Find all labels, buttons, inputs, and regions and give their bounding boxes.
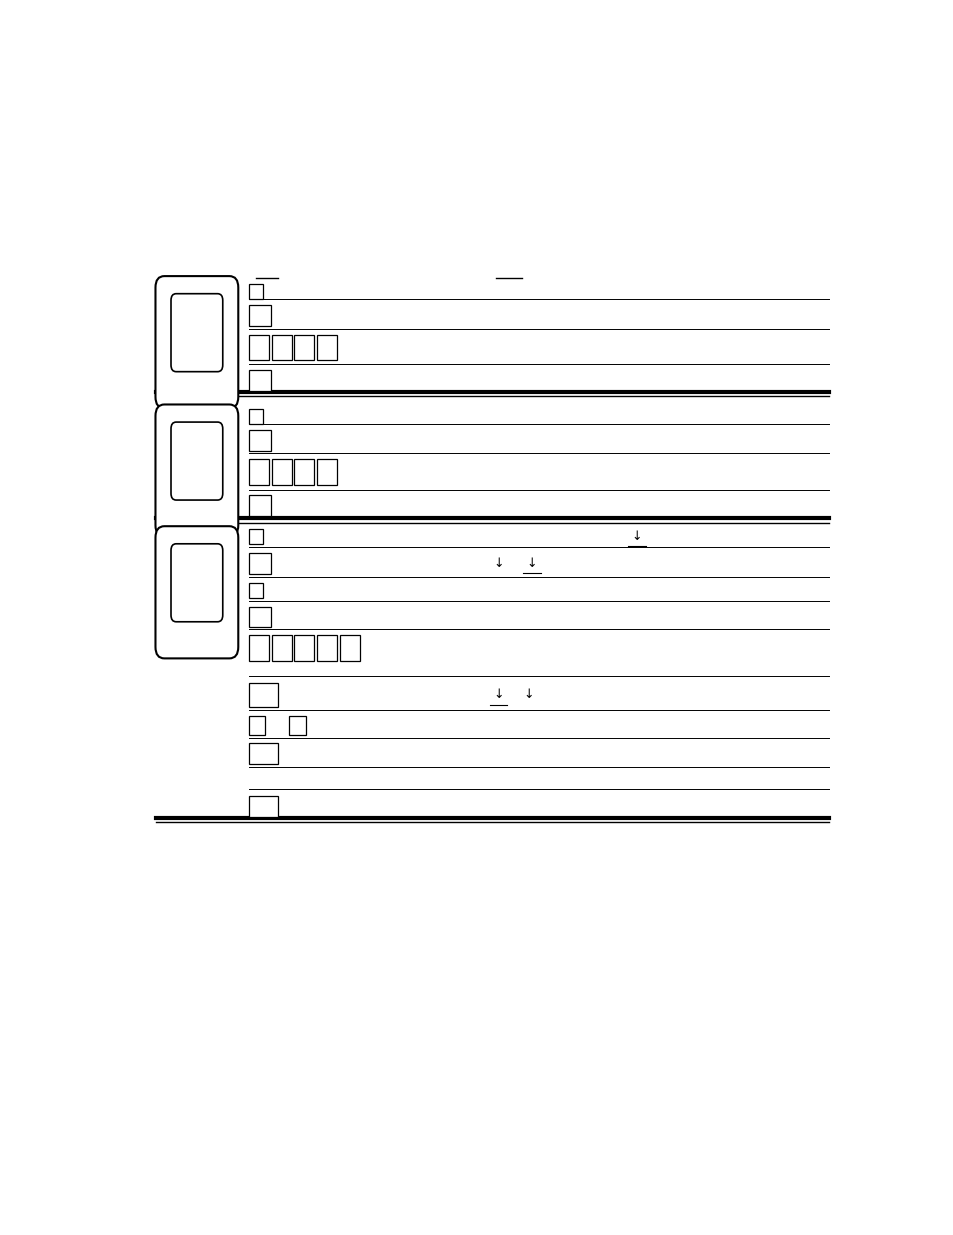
Bar (340, 635, 360, 661)
Bar (249, 683, 278, 708)
Bar (317, 635, 337, 661)
FancyBboxPatch shape (171, 422, 222, 500)
FancyBboxPatch shape (155, 277, 238, 409)
Bar (249, 716, 265, 735)
FancyBboxPatch shape (155, 405, 238, 537)
Bar (249, 529, 263, 543)
FancyBboxPatch shape (171, 543, 222, 621)
Text: ↓: ↓ (631, 530, 641, 542)
FancyBboxPatch shape (155, 526, 238, 658)
Text: ↓: ↓ (523, 688, 534, 701)
Text: ↓: ↓ (493, 557, 503, 571)
Bar (289, 716, 305, 735)
Bar (317, 335, 337, 361)
Text: ↓: ↓ (493, 688, 503, 701)
Bar (249, 459, 269, 485)
Bar (249, 606, 271, 627)
Bar (272, 335, 292, 361)
Bar (294, 459, 314, 485)
Bar (249, 305, 271, 326)
Bar (249, 369, 271, 390)
Bar (249, 795, 278, 816)
Bar (249, 335, 269, 361)
Bar (249, 284, 263, 299)
Bar (294, 335, 314, 361)
Bar (249, 743, 278, 764)
Bar (249, 635, 269, 661)
Bar (272, 459, 292, 485)
Bar (249, 583, 263, 598)
Bar (249, 553, 271, 574)
Bar (249, 430, 271, 451)
Bar (249, 495, 271, 516)
Bar (249, 409, 263, 424)
FancyBboxPatch shape (171, 294, 222, 372)
Text: ↓: ↓ (526, 557, 537, 571)
Bar (294, 635, 314, 661)
Bar (272, 635, 292, 661)
Bar (317, 459, 337, 485)
